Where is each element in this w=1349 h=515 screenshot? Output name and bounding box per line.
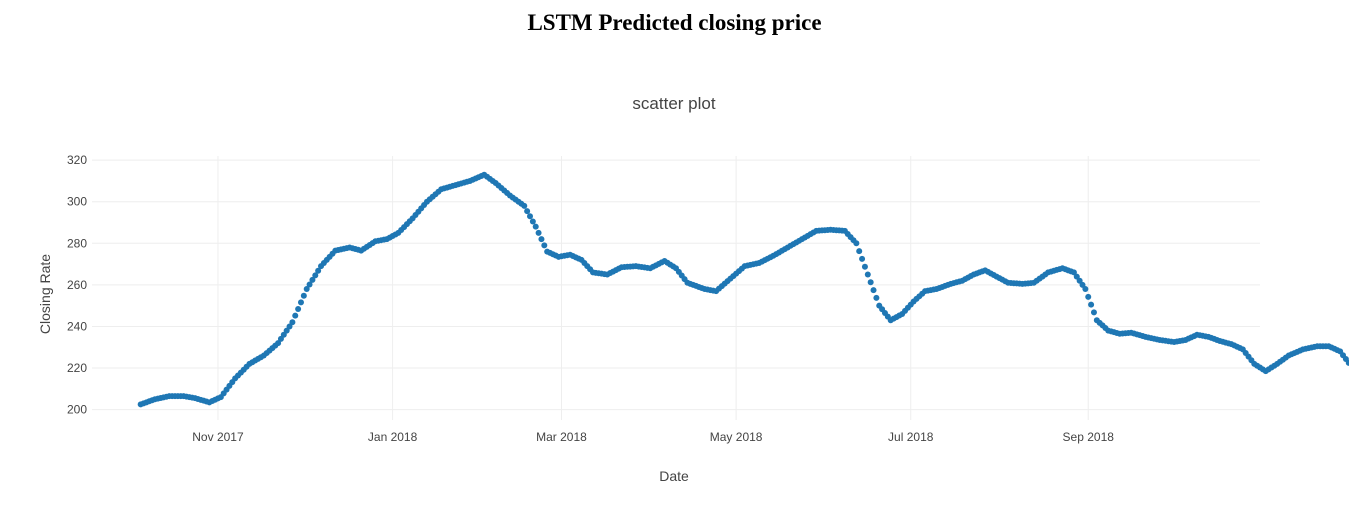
x-tick-label: Jan 2018 [368,430,418,444]
data-point [532,223,539,230]
data-point [859,255,866,262]
x-axis-ticks: Nov 2017 Jan 2018 Mar 2018 May 2018 Jul 2018… [192,430,1114,444]
data-point [1085,293,1092,300]
data-point [312,272,319,279]
data-point [529,218,536,225]
data-point [1090,309,1097,316]
data-point [289,319,296,326]
data-point [864,271,871,278]
x-tick-label: Sep 2018 [1063,430,1115,444]
data-point [524,208,531,215]
data-point [300,292,307,299]
x-tick-label: May 2018 [710,430,763,444]
data-point [309,276,316,283]
y-axis-title: Closing Rate [37,254,53,334]
data-point [535,229,542,236]
data-point [1345,359,1349,366]
data-point [538,236,545,243]
x-tick-label: Jul 2018 [888,430,934,444]
y-tick-label: 280 [67,236,87,250]
y-tick-label: 220 [67,361,87,375]
plot-title: scatter plot [632,94,715,113]
data-point [1082,286,1089,293]
x-axis-title: Date [659,468,689,484]
data-point [297,299,304,306]
data-point [303,286,310,293]
page-title: LSTM Predicted closing price [527,10,822,35]
data-point [861,263,868,270]
data-point [527,213,533,220]
y-tick-label: 260 [67,278,87,292]
data-point [870,287,877,294]
data-point [867,279,874,286]
y-tick-label: 320 [67,153,87,167]
data-points [137,171,1349,408]
y-tick-label: 300 [67,195,87,209]
y-axis-ticks: 200 220 240 260 280 300 320 [67,153,87,416]
data-point [315,267,322,274]
data-point [521,202,528,209]
y-tick-label: 240 [67,319,87,333]
x-tick-label: Mar 2018 [536,430,587,444]
data-point [1088,301,1095,308]
data-point [295,305,302,312]
data-point [853,240,860,247]
data-point [541,242,548,249]
x-tick-label: Nov 2017 [192,430,244,444]
data-point [856,248,863,255]
y-tick-label: 200 [67,403,87,417]
data-point [873,294,880,301]
data-point [306,281,313,288]
data-point [292,312,299,319]
